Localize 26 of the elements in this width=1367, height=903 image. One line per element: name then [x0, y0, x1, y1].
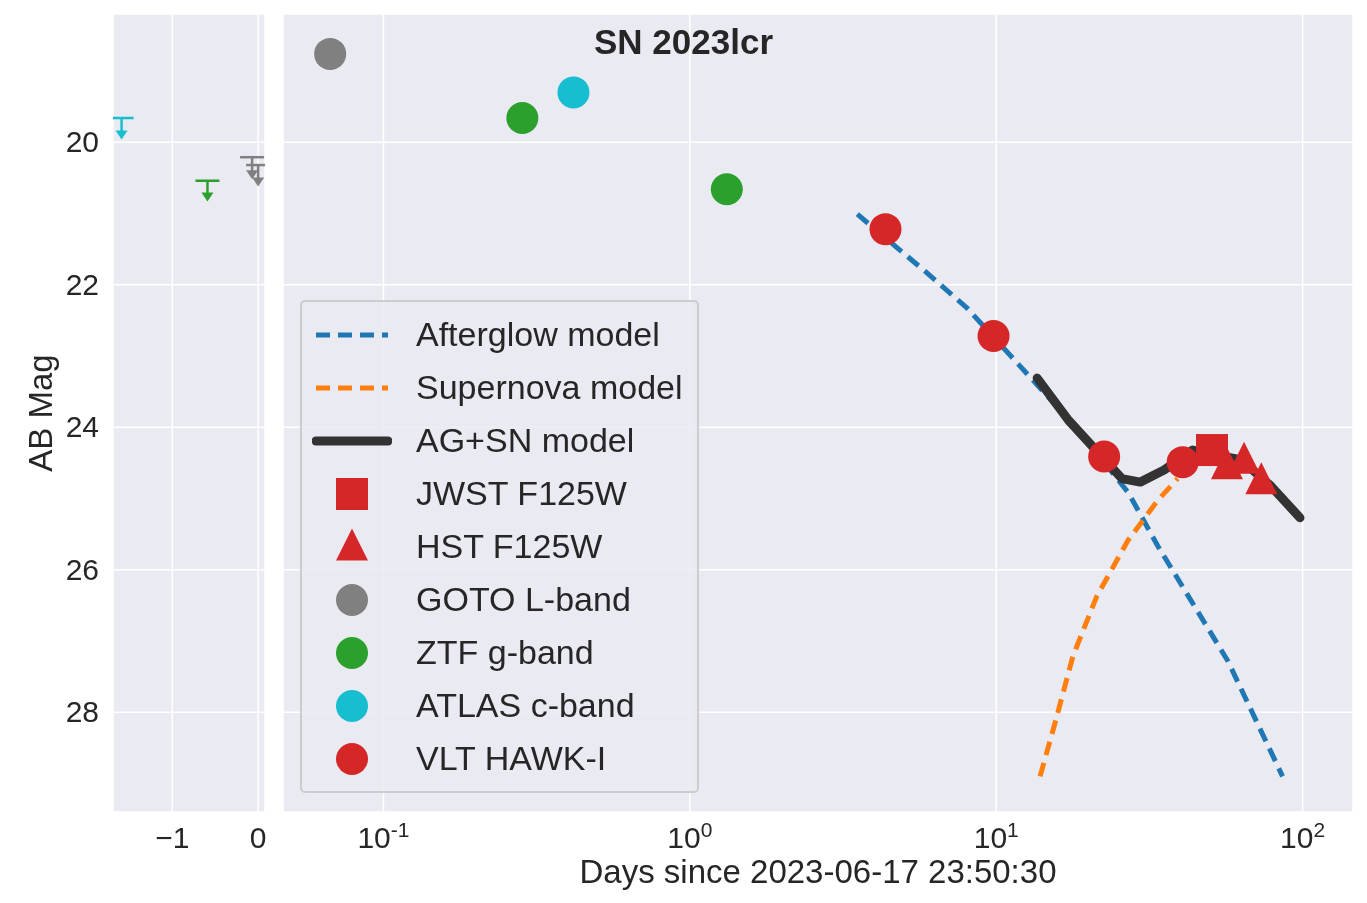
- x-axis-title: Days since 2023-06-17 23:50:30: [579, 853, 1057, 890]
- legend-label: VLT HAWK-I: [416, 739, 607, 778]
- legend-label: GOTO L-band: [416, 580, 631, 619]
- x-tick-label: 10$^{0}$: [667, 817, 713, 854]
- legend-label: Afterglow model: [416, 315, 660, 354]
- x-tick-label: 10$^{-1}$: [357, 817, 410, 854]
- y-tick-label: 22: [65, 267, 99, 301]
- x-tick-label: 10$^{2}$: [1280, 817, 1326, 854]
- point: [252, 177, 265, 187]
- point: [115, 130, 128, 140]
- legend-label: Supernova model: [416, 368, 683, 407]
- y-tick-label: 28: [65, 695, 99, 729]
- y-tick-label: 20: [65, 125, 99, 159]
- legend-label: AG+SN model: [416, 421, 635, 460]
- point: [201, 192, 214, 202]
- legend-label: ATLAS c-band: [416, 686, 635, 725]
- y-tick-label: 24: [65, 410, 99, 444]
- x-tick-label: 10$^{1}$: [973, 817, 1019, 854]
- legend-label: HST F125W: [416, 527, 603, 566]
- legend-label: JWST F125W: [416, 474, 627, 513]
- legend-label: ZTF g-band: [416, 633, 594, 672]
- chart-title: SN 2023lcr: [593, 22, 774, 62]
- y-tick-label: 26: [65, 552, 99, 586]
- y-axis-title: AB Mag: [22, 354, 59, 472]
- x-tick-label: 0: [249, 821, 267, 854]
- x-tick-label: −1: [155, 821, 190, 854]
